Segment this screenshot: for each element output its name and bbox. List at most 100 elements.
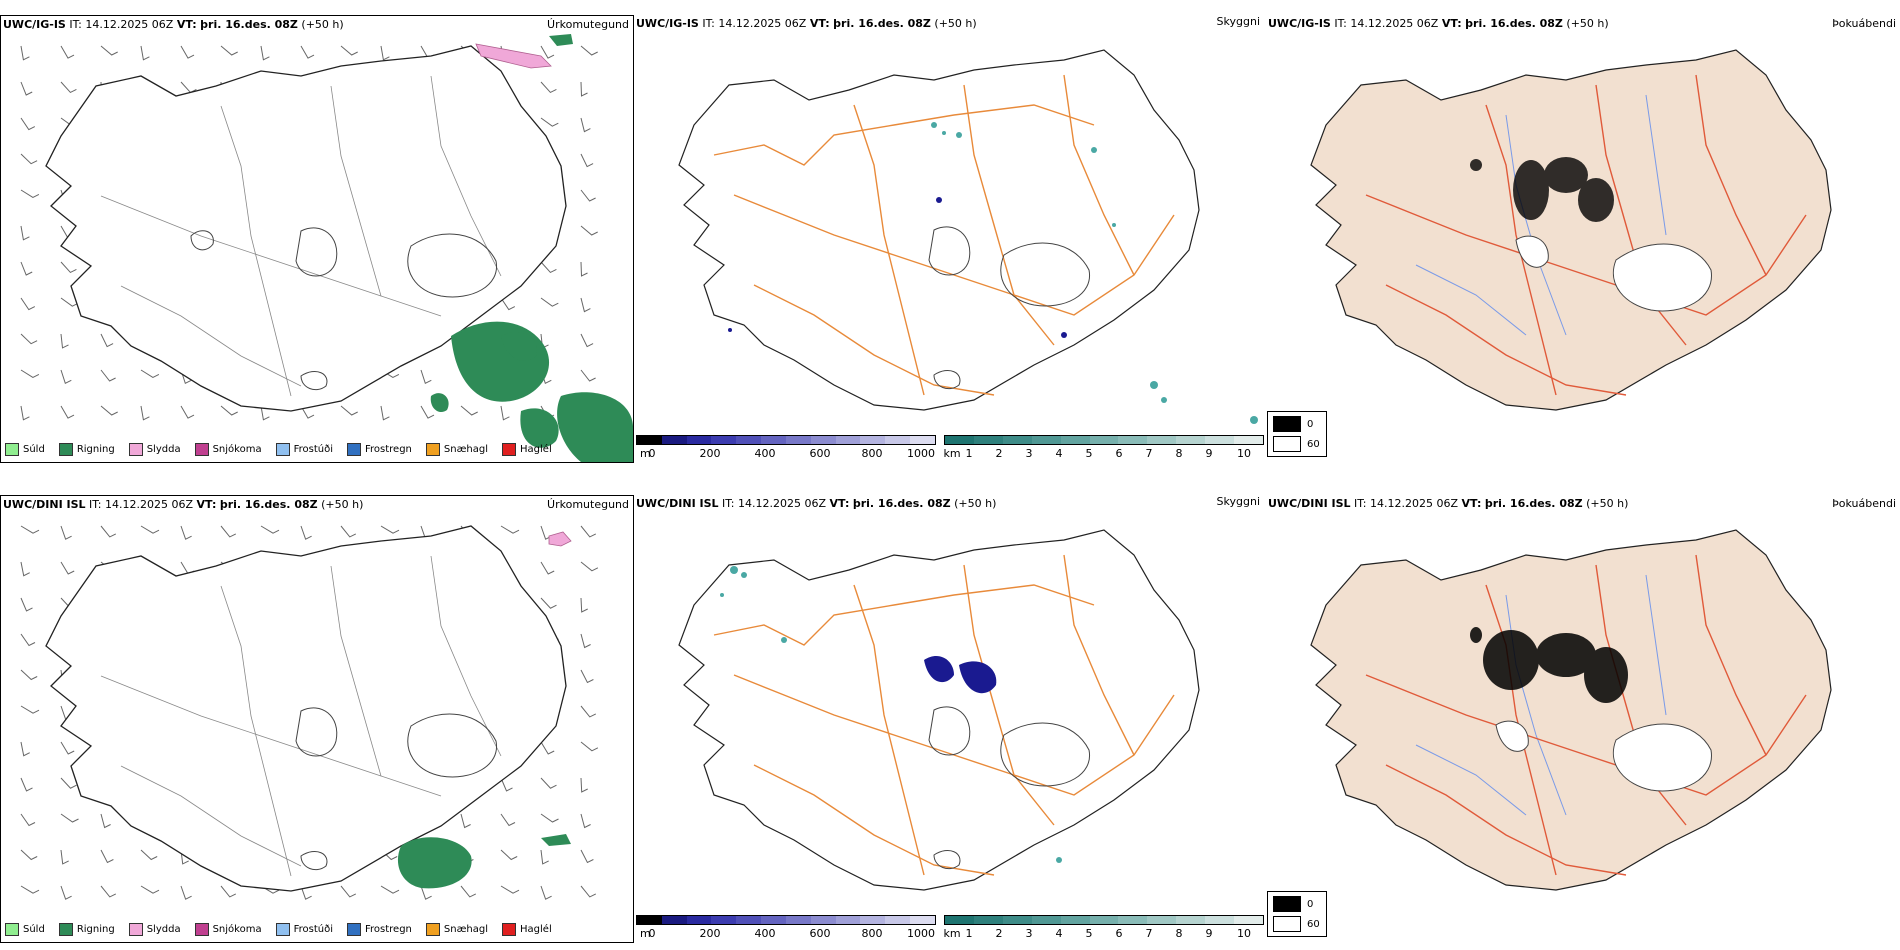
iceland-landmass xyxy=(1310,49,1832,411)
wind-barb xyxy=(60,81,77,94)
wind-barb xyxy=(580,777,588,793)
legend-item: Snæhagl xyxy=(425,923,488,936)
ceiling-colorbar: m 0 200 400 600 800 1000 xyxy=(636,435,936,461)
glacier-outlines xyxy=(190,227,497,391)
wind-barb xyxy=(500,813,516,827)
wind-barb xyxy=(20,561,30,577)
wind-barb xyxy=(460,885,477,898)
legend-item: Frostúði xyxy=(275,443,333,456)
visibility-panel-bottom: 110 82 UWC/DINI ISL IT: 14.12.2025 06Z V… xyxy=(634,495,1266,943)
wind-barb xyxy=(20,153,38,165)
wind-barb xyxy=(60,561,75,575)
visibility-tick: 3 xyxy=(1025,447,1033,460)
wind-barb xyxy=(580,189,596,202)
wind-barb xyxy=(60,777,77,789)
wind-barb xyxy=(20,669,38,681)
wind-barb xyxy=(60,813,79,823)
wind-barb xyxy=(100,45,118,56)
ceiling-colorbar-scale xyxy=(636,435,936,445)
wind-barb xyxy=(580,153,594,168)
legend-item: Snjókoma xyxy=(194,443,262,456)
wind-barb xyxy=(260,45,270,61)
ceiling-unit: m xyxy=(640,447,651,460)
visibility-tick: 8 xyxy=(1175,927,1183,940)
fog-index-legend-bottom: 0 60 xyxy=(1267,891,1327,937)
visibility-colorbar-scale xyxy=(944,915,1264,925)
ceiling-tick: 1000 xyxy=(907,927,935,940)
wind-barb xyxy=(60,333,69,349)
iceland-outline xyxy=(678,49,1200,411)
glacier-outlines xyxy=(295,707,497,871)
ceiling-ticks: m 0 200 400 600 800 1000 xyxy=(636,925,936,940)
wind-barb xyxy=(580,81,588,97)
wind-barb xyxy=(220,45,238,56)
visibility-tick: 1 xyxy=(965,447,973,460)
precip-map-bottom xyxy=(20,525,599,900)
precip-type-panel-top: UWC/IG-IS IT: 14.12.2025 06Z VT: þri. 16… xyxy=(0,15,634,463)
wind-barb xyxy=(500,885,520,894)
wind-barb xyxy=(580,813,591,829)
wind-barb xyxy=(60,849,69,865)
wind-barb xyxy=(20,885,40,894)
ceiling-unit: m xyxy=(640,927,651,940)
wind-barb xyxy=(100,885,117,898)
road-lines xyxy=(100,75,502,397)
rain-areas xyxy=(397,834,571,889)
wind-barb xyxy=(20,117,36,131)
wind-barb xyxy=(420,405,435,419)
wind-barb xyxy=(20,849,38,861)
wind-barb xyxy=(580,261,588,277)
wind-barb xyxy=(580,741,599,752)
panel-header: UWC/IG-IS IT: 14.12.2025 06Z VT: þri. 16… xyxy=(1268,17,1609,30)
ceiling-tick: 400 xyxy=(754,927,776,940)
wind-barb xyxy=(380,525,400,534)
wind-barb xyxy=(60,261,77,274)
visibility-ticks: km 1 2 3 4 5 6 7 8 9 10 xyxy=(943,445,1264,460)
product-title: Skyggni xyxy=(1216,15,1260,28)
rivers xyxy=(1415,94,1667,336)
wind-barb xyxy=(580,333,594,348)
low-vis-patches xyxy=(931,122,1258,424)
visibility-ticks: km 1 2 3 4 5 6 7 8 9 10 xyxy=(943,925,1264,940)
wind-barb xyxy=(20,525,40,534)
road-network xyxy=(1365,554,1807,876)
legend-item: Slydda xyxy=(128,443,181,456)
wind-barb xyxy=(380,405,390,421)
low-vis-patches xyxy=(720,566,1062,863)
wind-barb xyxy=(340,885,357,898)
wind-barb xyxy=(140,405,150,421)
wind-barb xyxy=(60,885,72,900)
wind-barb xyxy=(580,597,588,613)
iceland-landmass xyxy=(1310,529,1832,891)
legend-item: Slydda xyxy=(128,923,181,936)
legend-item: Snjókoma xyxy=(194,923,262,936)
legend-item: Haglél xyxy=(502,443,552,456)
legend-item: Rigning xyxy=(58,923,115,936)
clear-area xyxy=(1515,235,1549,268)
wind-barb xyxy=(20,405,30,421)
panel-header: UWC/DINI ISL IT: 14.12.2025 06Z VT: þri.… xyxy=(636,497,997,510)
wind-barb xyxy=(500,849,518,861)
panel-header: UWC/DINI ISL IT: 14.12.2025 06Z VT: þri.… xyxy=(3,498,364,511)
visibility-map-bottom xyxy=(678,529,1200,891)
wind-barb xyxy=(580,561,599,572)
ceiling-tick: 0 xyxy=(648,447,656,460)
wind-barb xyxy=(20,705,40,714)
visibility-tick: 9 xyxy=(1205,927,1213,940)
wind-barb xyxy=(100,849,114,864)
low-cloud-patches xyxy=(728,197,1067,338)
visibility-tick: 5 xyxy=(1085,447,1093,460)
visibility-colorbar-scale xyxy=(944,435,1264,445)
fog-index-map-top xyxy=(1310,49,1832,411)
wind-barb xyxy=(100,525,117,538)
wind-barb xyxy=(540,261,557,274)
wind-barb xyxy=(20,777,33,792)
product-title: Þokuábendi xyxy=(1832,497,1896,510)
wind-barb xyxy=(500,525,520,534)
wind-barb xyxy=(580,669,594,684)
iceland-outline xyxy=(678,529,1200,891)
wind-barb xyxy=(500,777,513,792)
wind-barb xyxy=(580,117,591,133)
visibility-tick: 4 xyxy=(1055,447,1063,460)
wind-barb xyxy=(60,297,79,307)
